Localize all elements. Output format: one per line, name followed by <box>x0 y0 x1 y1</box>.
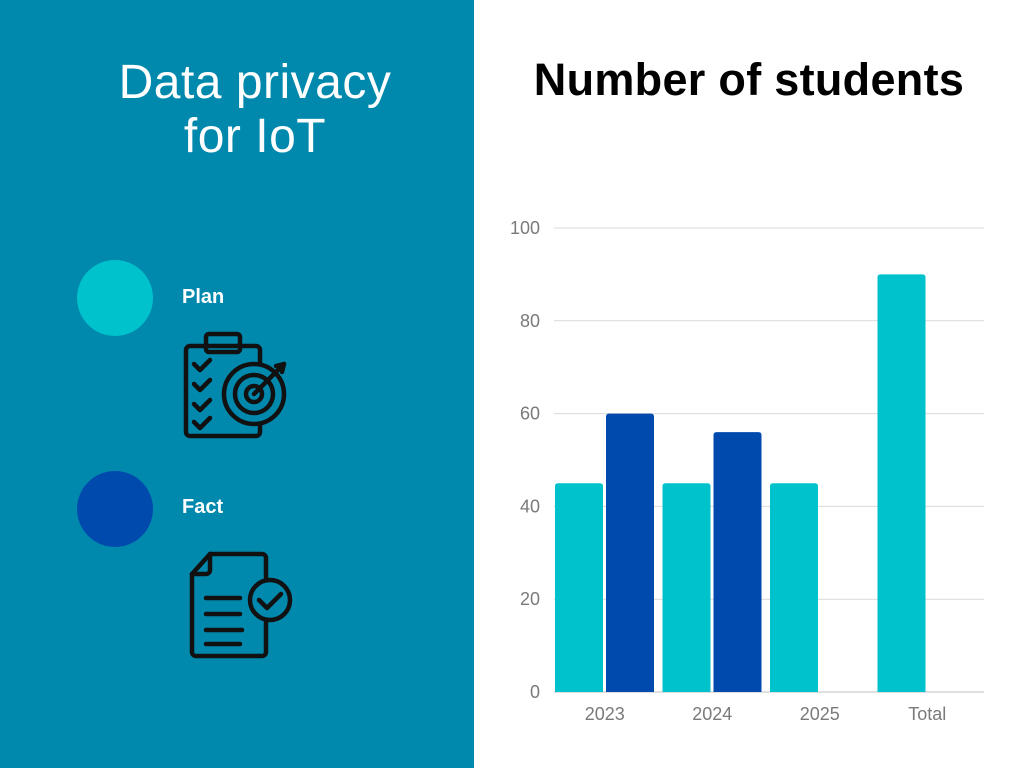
x-tick-label: 2023 <box>585 704 625 724</box>
y-tick-label: 20 <box>520 589 540 609</box>
y-tick-label: 60 <box>520 404 540 424</box>
y-tick-label: 80 <box>520 311 540 331</box>
chart-title: Number of students <box>533 54 965 105</box>
x-tick-label: 2024 <box>692 704 732 724</box>
bar-plan-2024 <box>662 483 711 692</box>
y-tick-label: 100 <box>510 218 540 238</box>
bar-fact-2024 <box>713 432 762 692</box>
y-tick-label: 40 <box>520 496 540 516</box>
bar-plan-total <box>877 274 926 692</box>
legend-dot-fact <box>77 471 153 547</box>
document-check-icon <box>189 551 293 659</box>
tick-labels: 0 20 40 60 80 100 2023 2024 2025 Total <box>510 218 946 724</box>
bar-plan-2023 <box>555 483 603 692</box>
x-tick-label: 2025 <box>800 704 840 724</box>
left-title-line-1: Data privacy <box>118 56 392 109</box>
legend-label-plan: Plan <box>182 286 225 308</box>
bar-fact-2023 <box>606 413 654 692</box>
clipboard-target-icon <box>183 331 287 439</box>
left-title: Data privacy for IoT <box>0 56 510 164</box>
left-title-line-2: for IoT <box>183 110 327 163</box>
bar-chart: 0 20 40 60 80 100 2023 2024 2025 Total <box>510 218 984 724</box>
left-panel: Data privacy for IoT Plan Fact <box>0 0 474 768</box>
bar-plan-2025 <box>770 483 818 692</box>
x-tick-label: Total <box>908 704 946 724</box>
legend-label-fact: Fact <box>182 496 224 518</box>
y-tick-label: 0 <box>530 682 540 702</box>
legend-dot-plan <box>77 260 153 336</box>
bars <box>555 274 926 692</box>
